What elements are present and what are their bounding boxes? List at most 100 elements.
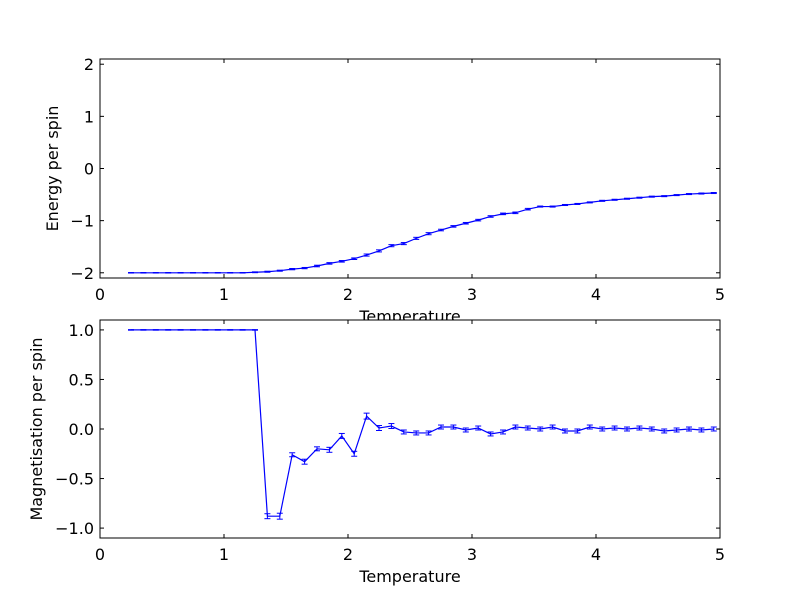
magnetisation-error-bar bbox=[301, 458, 308, 465]
magnetisation-y-tick-label: −0.5 bbox=[55, 470, 94, 489]
magnetisation-x-tick-label: 2 bbox=[343, 545, 353, 564]
magnetisation-error-bar bbox=[326, 446, 333, 453]
energy-error-bar bbox=[425, 232, 432, 236]
energy-error-bar bbox=[636, 196, 643, 199]
magnetisation-error-bar bbox=[524, 425, 531, 431]
magnetisation-plot-area bbox=[100, 320, 720, 538]
magnetisation-error-bar bbox=[338, 432, 345, 439]
energy-error-bar bbox=[165, 272, 172, 274]
magnetisation-error-bar bbox=[264, 513, 271, 520]
magnetisation-error-bar bbox=[611, 425, 618, 431]
energy-x-tick-label: 2 bbox=[343, 285, 353, 304]
energy-error-bar bbox=[413, 236, 420, 240]
energy-error-bar bbox=[438, 228, 444, 232]
magnetisation-error-bar bbox=[165, 329, 172, 331]
magnetisation-error-bar bbox=[462, 427, 469, 433]
magnetisation-axes-group: 0 1 2 3 4 5 −1.0 −0.5 0.0 0.5 1.0 bbox=[55, 320, 725, 564]
magnetisation-error-bar bbox=[698, 427, 705, 433]
energy-y-tick-label: 1 bbox=[84, 107, 94, 126]
energy-error-bar bbox=[140, 272, 147, 274]
energy-error-bar bbox=[400, 242, 407, 246]
magnetisation-y-tick-label: 1.0 bbox=[69, 321, 94, 340]
energy-error-bar bbox=[289, 268, 296, 271]
energy-error-bar bbox=[475, 218, 482, 222]
magnetisation-error-bar bbox=[289, 452, 296, 458]
energy-error-bar bbox=[698, 192, 705, 195]
magnetisation-error-bar bbox=[388, 423, 395, 430]
magnetisation-x-tick-label: 3 bbox=[467, 545, 477, 564]
energy-error-bar bbox=[376, 249, 382, 253]
magnetisation-error-bar bbox=[252, 329, 258, 331]
energy-error-bar bbox=[611, 198, 618, 201]
energy-error-bar bbox=[214, 272, 221, 274]
energy-error-bar bbox=[549, 205, 556, 208]
magnetisation-error-bar bbox=[450, 424, 457, 430]
energy-error-bar bbox=[351, 257, 358, 260]
magnetisation-error-bar bbox=[549, 424, 556, 430]
magnetisation-error-bar bbox=[537, 426, 544, 432]
magnetisation-y-tick-label: −1.0 bbox=[55, 519, 94, 538]
magnetisation-error-bar bbox=[438, 424, 444, 430]
energy-error-bar bbox=[177, 272, 184, 274]
energy-error-bar bbox=[599, 199, 606, 202]
magnetisation-error-bar bbox=[512, 424, 519, 430]
energy-error-bar bbox=[624, 197, 630, 200]
magnetisation-error-bar bbox=[586, 424, 593, 430]
energy-error-bar bbox=[314, 264, 320, 268]
magnetisation-error-bar bbox=[562, 428, 568, 434]
energy-error-bar bbox=[500, 212, 506, 216]
energy-x-tick-label: 5 bbox=[715, 285, 725, 304]
energy-error-bar bbox=[338, 260, 345, 263]
magnetisation-error-bar bbox=[673, 427, 680, 433]
energy-error-bar bbox=[524, 207, 531, 211]
energy-plot-area bbox=[100, 59, 720, 278]
energy-x-tick-label: 0 bbox=[95, 285, 105, 304]
magnetisation-error-bar bbox=[624, 426, 630, 432]
magnetisation-error-bar bbox=[400, 429, 407, 435]
energy-error-bar bbox=[512, 211, 519, 215]
energy-error-bar bbox=[326, 262, 333, 265]
magnetisation-y-axis-label: Magnetisation per spin bbox=[27, 337, 46, 520]
magnetisation-subplot: 0 1 2 3 4 5 −1.0 −0.5 0.0 0.5 1.0 Temperature Magn… bbox=[27, 319, 725, 586]
energy-x-tick-label: 1 bbox=[219, 285, 229, 304]
magnetisation-error-bar bbox=[376, 425, 382, 431]
energy-y-tick-label: 0 bbox=[84, 160, 94, 179]
magnetisation-error-bar bbox=[177, 329, 184, 331]
energy-error-bar bbox=[363, 253, 370, 257]
energy-error-bar bbox=[487, 215, 494, 218]
magnetisation-error-bar bbox=[128, 329, 134, 331]
energy-error-bar bbox=[648, 195, 655, 198]
energy-error-bar bbox=[586, 201, 593, 204]
energy-error-bar bbox=[152, 272, 159, 274]
magnetisation-error-bar bbox=[574, 428, 581, 434]
magnetisation-x-tick-label: 5 bbox=[715, 545, 725, 564]
energy-error-bar bbox=[239, 272, 246, 274]
magnetisation-error-bar bbox=[636, 425, 643, 431]
energy-axes-group: 0 1 2 3 4 5 −2 −1 0 1 2 bbox=[70, 55, 725, 304]
energy-error-bar bbox=[686, 193, 692, 196]
magnetisation-y-tick-label: 0.0 bbox=[69, 420, 94, 439]
magnetisation-error-bar bbox=[314, 446, 320, 452]
magnetisation-error-bar bbox=[227, 329, 234, 331]
magnetisation-error-bar bbox=[413, 430, 420, 436]
energy-error-bar bbox=[462, 221, 469, 225]
magnetisation-error-bar bbox=[475, 425, 482, 431]
magnetisation-error-bar bbox=[500, 429, 506, 435]
magnetisation-error-bar bbox=[190, 329, 196, 331]
magnetisation-axes-frame bbox=[99, 319, 721, 539]
magnetisation-error-bar bbox=[661, 428, 668, 434]
magnetisation-error-bar bbox=[152, 329, 159, 331]
energy-error-bar bbox=[202, 272, 209, 274]
magnetisation-error-bar bbox=[487, 431, 494, 437]
magnetisation-series-group bbox=[128, 329, 717, 520]
energy-y-axis-label: Energy per spin bbox=[43, 106, 62, 232]
energy-y-tick-label: −1 bbox=[70, 212, 94, 231]
energy-error-bar bbox=[710, 191, 717, 195]
energy-y-tick-label: 2 bbox=[84, 55, 94, 74]
magnetisation-error-bar bbox=[686, 426, 692, 432]
magnetisation-x-tick-label: 4 bbox=[591, 545, 601, 564]
energy-error-bar bbox=[301, 266, 308, 270]
magnetisation-error-bar bbox=[710, 426, 717, 432]
